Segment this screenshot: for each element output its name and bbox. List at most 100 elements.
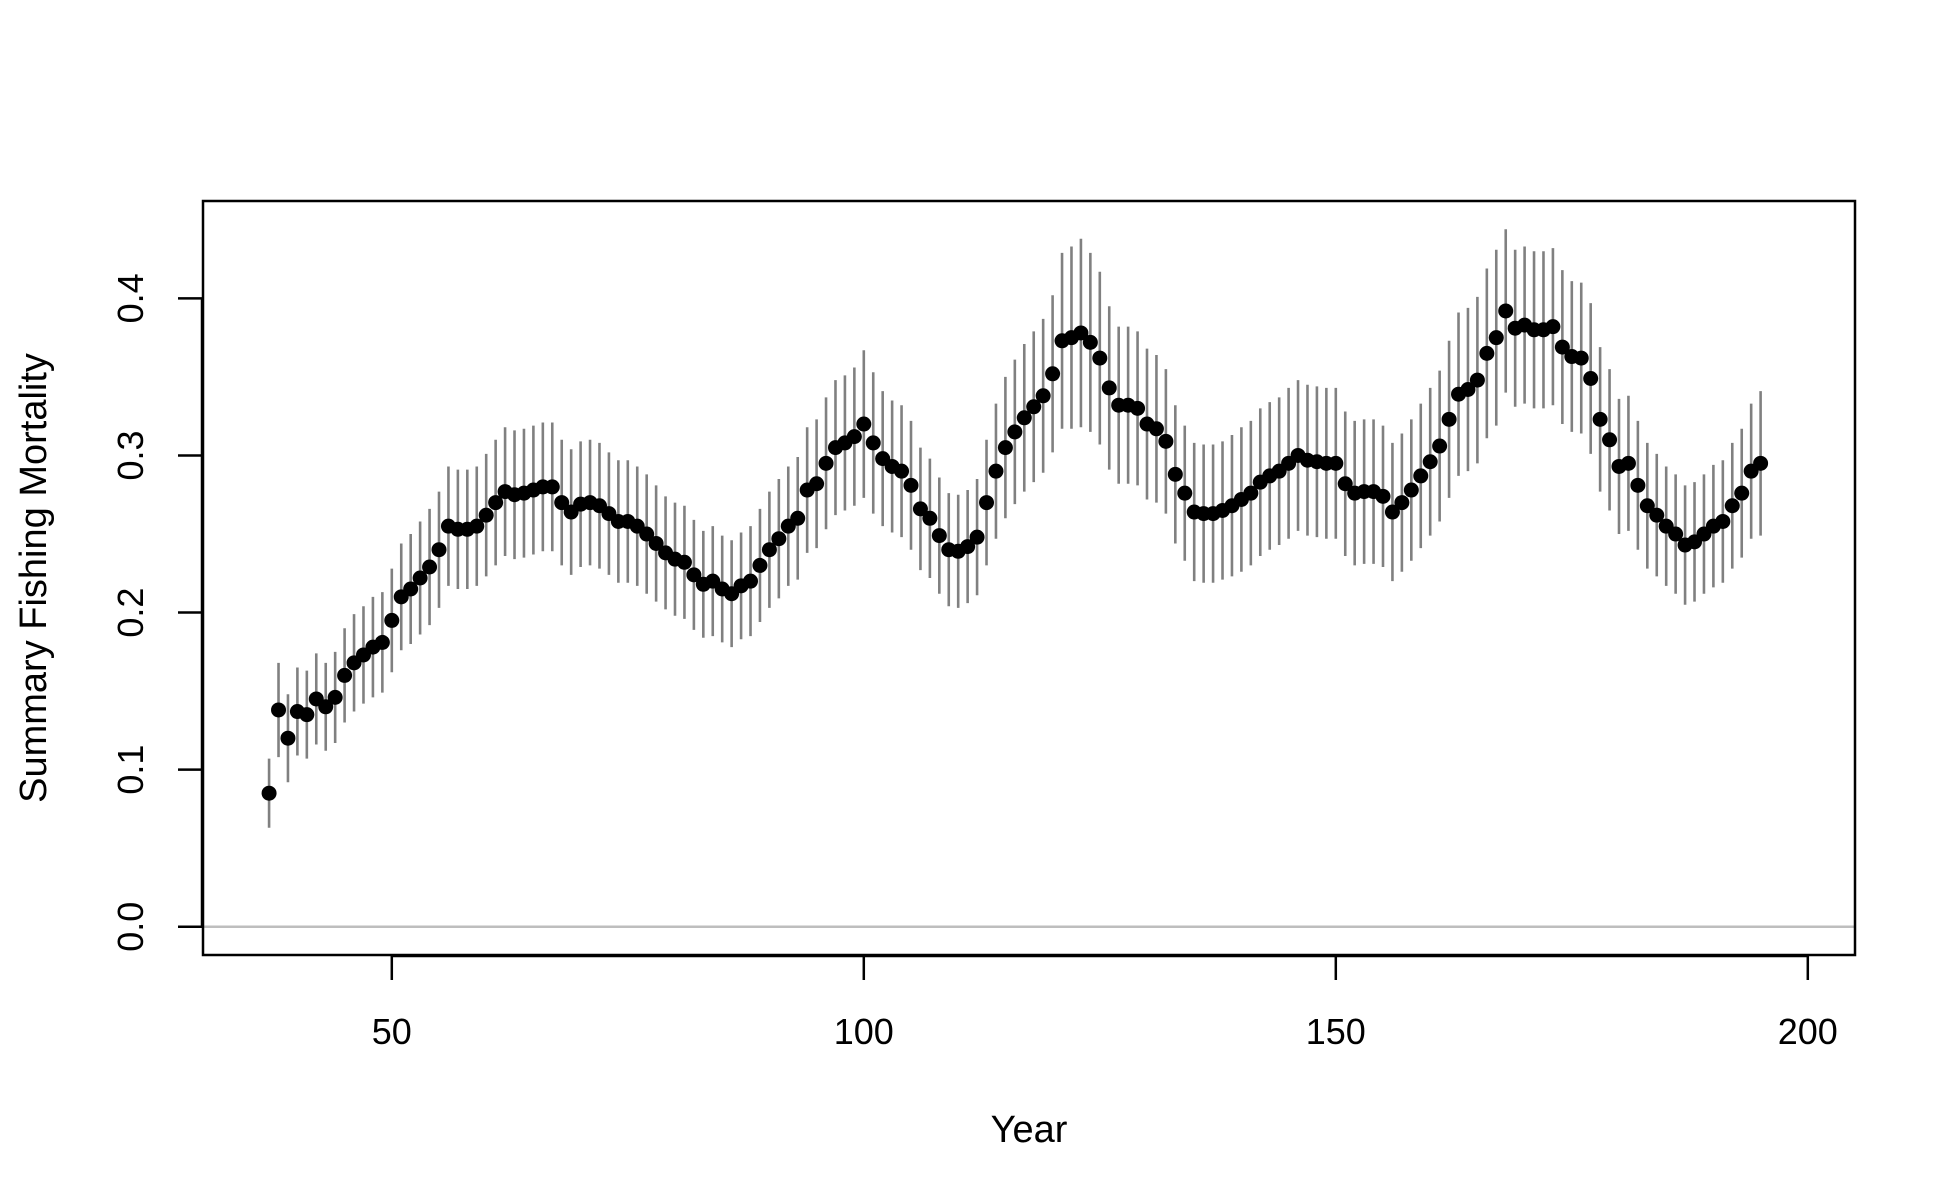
data-points bbox=[261, 303, 1769, 801]
data-point bbox=[1668, 526, 1684, 542]
x-axis: 50 100 150 200 bbox=[372, 954, 1838, 1052]
data-point bbox=[1328, 455, 1344, 471]
data-point bbox=[384, 612, 400, 628]
data-point bbox=[1592, 411, 1608, 427]
data-point bbox=[412, 570, 428, 586]
data-point bbox=[752, 557, 768, 573]
data-point bbox=[1620, 455, 1636, 471]
data-point bbox=[790, 510, 806, 526]
data-point bbox=[1158, 433, 1174, 449]
data-point bbox=[1375, 488, 1391, 504]
y-tick-label: 0.1 bbox=[110, 745, 151, 795]
data-point bbox=[1073, 325, 1089, 341]
data-point bbox=[1422, 454, 1438, 470]
data-point bbox=[544, 479, 560, 495]
data-point bbox=[1045, 366, 1061, 382]
data-point bbox=[988, 463, 1004, 479]
data-point bbox=[1639, 498, 1655, 514]
data-point bbox=[846, 429, 862, 445]
data-point bbox=[809, 476, 825, 492]
data-point bbox=[771, 531, 787, 547]
data-point bbox=[912, 501, 928, 517]
data-point bbox=[1092, 350, 1108, 366]
data-point bbox=[469, 518, 485, 534]
y-tick-label: 0.2 bbox=[110, 588, 151, 638]
data-point bbox=[979, 495, 995, 511]
x-tick-label: 200 bbox=[1778, 1011, 1838, 1052]
data-point bbox=[1167, 466, 1183, 482]
data-point bbox=[1035, 388, 1051, 404]
data-point bbox=[318, 699, 334, 715]
data-point bbox=[1753, 455, 1769, 471]
data-point bbox=[1130, 400, 1146, 416]
data-point bbox=[1488, 330, 1504, 346]
data-point bbox=[403, 581, 419, 597]
data-point bbox=[299, 707, 315, 723]
data-point bbox=[327, 689, 343, 705]
data-point bbox=[1583, 371, 1599, 387]
data-point bbox=[1715, 513, 1731, 529]
data-point bbox=[1337, 476, 1353, 492]
data-point bbox=[488, 495, 504, 511]
data-point bbox=[261, 785, 277, 801]
data-point bbox=[865, 435, 881, 451]
x-axis-title: Year bbox=[991, 1109, 1068, 1151]
data-point bbox=[337, 667, 353, 683]
y-tick-label: 0.0 bbox=[110, 902, 151, 952]
data-point bbox=[1026, 399, 1042, 415]
data-point bbox=[1545, 319, 1561, 335]
data-point bbox=[818, 455, 834, 471]
data-point bbox=[271, 702, 287, 718]
x-tick-label: 150 bbox=[1306, 1011, 1366, 1052]
data-point bbox=[894, 463, 910, 479]
data-point bbox=[1148, 421, 1164, 437]
confidence-intervals bbox=[267, 229, 1762, 828]
data-point bbox=[922, 510, 938, 526]
data-point bbox=[374, 634, 390, 650]
data-point bbox=[931, 528, 947, 544]
data-point bbox=[1460, 382, 1476, 397]
data-point bbox=[1498, 303, 1514, 319]
x-tick-label: 50 bbox=[372, 1011, 412, 1052]
data-point bbox=[648, 535, 664, 551]
data-point bbox=[969, 529, 985, 545]
data-point bbox=[1724, 498, 1740, 514]
data-point bbox=[1007, 424, 1023, 440]
data-point bbox=[280, 730, 296, 746]
data-point bbox=[761, 542, 777, 558]
y-tick-label: 0.3 bbox=[110, 430, 151, 480]
data-point bbox=[1432, 438, 1448, 454]
data-point bbox=[676, 554, 692, 570]
data-point bbox=[997, 440, 1013, 456]
data-point bbox=[639, 526, 655, 542]
data-point bbox=[1413, 468, 1429, 484]
data-point bbox=[1630, 477, 1646, 493]
y-axis-title: Summary Fishing Mortality bbox=[13, 353, 55, 803]
data-point bbox=[1082, 334, 1098, 350]
data-point bbox=[1384, 504, 1400, 520]
y-tick-label: 0.4 bbox=[110, 273, 151, 323]
data-point bbox=[422, 559, 438, 575]
data-point bbox=[903, 477, 919, 493]
data-point bbox=[431, 542, 447, 558]
data-point bbox=[686, 567, 702, 583]
data-point bbox=[1394, 495, 1410, 511]
x-tick-label: 100 bbox=[834, 1011, 894, 1052]
data-point bbox=[1554, 339, 1570, 355]
data-point bbox=[478, 507, 494, 523]
data-point bbox=[1734, 485, 1750, 501]
data-point bbox=[1441, 411, 1457, 427]
data-point bbox=[1649, 507, 1665, 523]
data-point bbox=[1177, 485, 1193, 501]
data-point bbox=[1602, 432, 1618, 448]
data-point bbox=[856, 416, 872, 432]
data-point bbox=[1573, 350, 1589, 366]
plot-frame bbox=[201, 199, 1857, 957]
data-point bbox=[1403, 482, 1419, 498]
data-point bbox=[743, 573, 759, 589]
data-point bbox=[1101, 380, 1117, 396]
data-point bbox=[1469, 372, 1485, 388]
data-point bbox=[960, 539, 976, 555]
y-axis: 0.0 0.1 0.2 0.3 0.4 bbox=[110, 273, 204, 952]
